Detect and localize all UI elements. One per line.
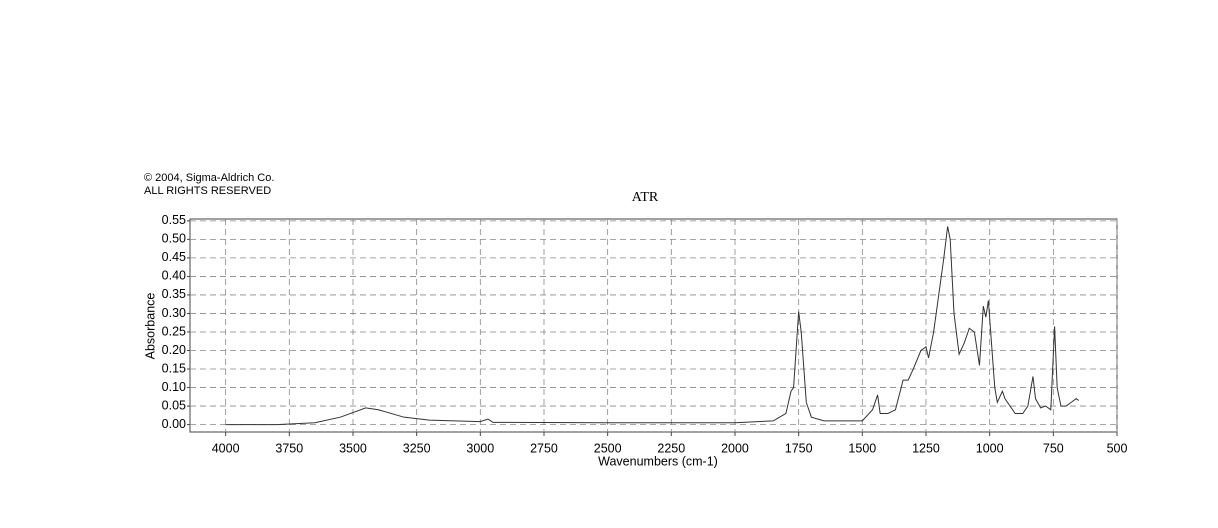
chart-title: ATR: [632, 190, 659, 205]
copyright: ALL RIGHTS RESERVED: [144, 185, 271, 197]
x-tick-label: 2000: [721, 441, 749, 455]
y-tick-label: 0.05: [162, 398, 186, 412]
x-tick-label: 1500: [848, 441, 876, 455]
copyright: © 2004, Sigma-Aldrich Co.: [144, 172, 274, 184]
x-tick-label: 2750: [530, 441, 558, 455]
y-tick-label: 0.45: [162, 250, 186, 264]
x-tick-label: 750: [1043, 441, 1064, 455]
x-tick-label: 3250: [403, 441, 431, 455]
y-tick-label: 0.30: [162, 306, 186, 320]
y-tick-label: 0.00: [162, 417, 186, 431]
y-axis-label: Absorbance: [143, 293, 157, 360]
x-tick-label: 500: [1107, 441, 1128, 455]
x-tick-label: 2250: [657, 441, 685, 455]
x-tick-label: 2500: [594, 441, 622, 455]
y-tick-label: 0.20: [162, 343, 186, 357]
spectrum-line: [225, 226, 1080, 426]
x-axis-label: Wavenumbers (cm-1): [598, 454, 718, 468]
x-tick-label: 3000: [466, 441, 494, 455]
x-tick-label: 1000: [976, 441, 1004, 455]
plot-frame: [189, 218, 1118, 433]
y-tick-label: 0.15: [162, 361, 186, 375]
y-tick-label: 0.50: [162, 232, 186, 246]
x-tick-label: 3500: [339, 441, 367, 455]
y-tick-label: 0.25: [162, 324, 186, 338]
y-tick-label: 0.40: [162, 269, 186, 283]
x-tick-label: 4000: [212, 441, 240, 455]
x-tick-label: 1250: [912, 441, 940, 455]
x-tick-label: 1750: [785, 441, 813, 455]
y-tick-label: 0.35: [162, 287, 186, 301]
y-tick-label: 0.10: [162, 380, 186, 394]
x-tick-label: 3750: [275, 441, 303, 455]
y-tick-label: 0.55: [162, 213, 186, 227]
